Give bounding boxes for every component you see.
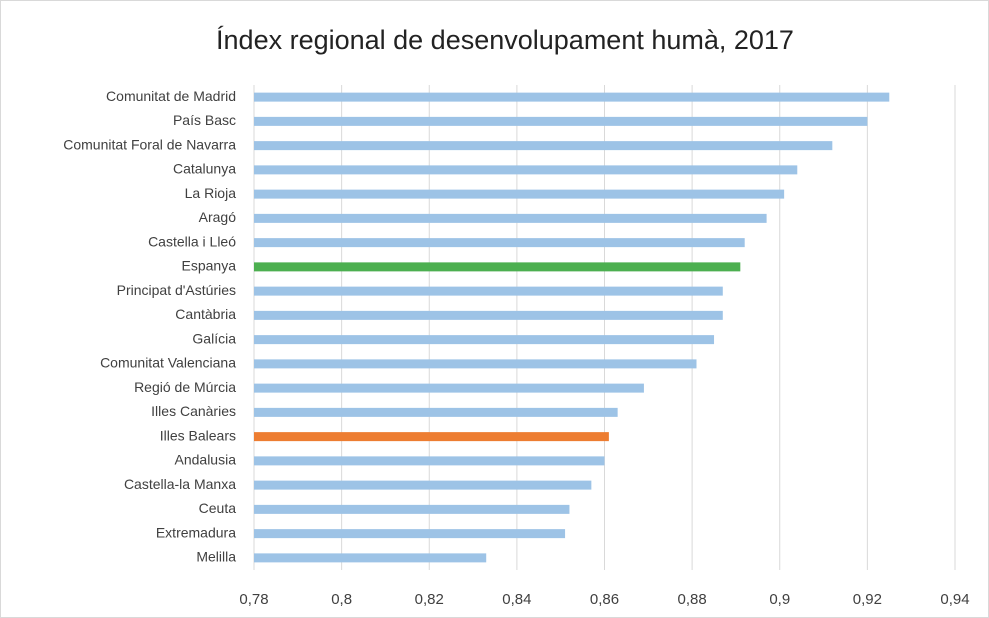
bar	[254, 432, 609, 442]
y-tick-label: Regió de Múrcia	[134, 379, 236, 395]
y-tick-label: Melilla	[196, 549, 236, 565]
y-tick-label: Comunitat Valenciana	[100, 355, 236, 371]
y-tick-label: Extremadura	[156, 524, 236, 540]
bar	[254, 92, 890, 102]
x-tick-label: 0,8	[331, 591, 352, 608]
bar	[254, 141, 833, 151]
x-tick-label: 0,86	[590, 591, 619, 608]
bar	[254, 383, 644, 393]
y-tick-label: País Basc	[173, 112, 236, 128]
y-tick-label: Ceuta	[199, 500, 237, 516]
bar	[254, 553, 487, 563]
y-tick-label: Illes Balears	[160, 427, 236, 443]
y-tick-label: Illes Canàries	[151, 403, 236, 419]
y-tick-label: Aragó	[199, 209, 237, 225]
y-tick-label: Comunitat Foral de Navarra	[63, 136, 236, 152]
y-tick-label: Andalusia	[175, 452, 237, 468]
bar	[254, 116, 868, 126]
bar	[254, 286, 723, 296]
x-tick-label: 0,78	[239, 591, 268, 608]
bar	[254, 189, 785, 199]
y-tick-label: La Rioja	[185, 185, 237, 201]
y-tick-label: Comunitat de Madrid	[106, 88, 236, 104]
bar	[254, 480, 592, 490]
bar	[254, 407, 618, 417]
bar	[254, 504, 570, 514]
bar	[254, 262, 741, 272]
x-tick-label: 0,92	[853, 591, 882, 608]
x-tick-label: 0,84	[502, 591, 531, 608]
y-tick-label: Principat d'Astúries	[117, 282, 236, 298]
bar	[254, 310, 723, 320]
x-tick-label: 0,88	[678, 591, 707, 608]
bar	[254, 359, 697, 369]
x-tick-label: 0,82	[415, 591, 444, 608]
bar	[254, 529, 566, 539]
x-tick-label: 0,9	[769, 591, 790, 608]
y-tick-label: Cantàbria	[175, 306, 236, 322]
x-tick-label: 0,94	[940, 591, 969, 608]
bar	[254, 335, 715, 345]
bar	[254, 238, 745, 248]
y-tick-label: Espanya	[182, 258, 237, 274]
chart-title: Índex regional de desenvolupament humà, …	[216, 25, 794, 55]
y-tick-label: Galícia	[192, 330, 236, 346]
bar	[254, 213, 767, 223]
y-tick-label: Castella-la Manxa	[124, 476, 236, 492]
y-tick-label: Catalunya	[173, 161, 236, 177]
bar	[254, 456, 605, 466]
bar	[254, 165, 798, 175]
y-tick-label: Castella i Lleó	[148, 233, 236, 249]
